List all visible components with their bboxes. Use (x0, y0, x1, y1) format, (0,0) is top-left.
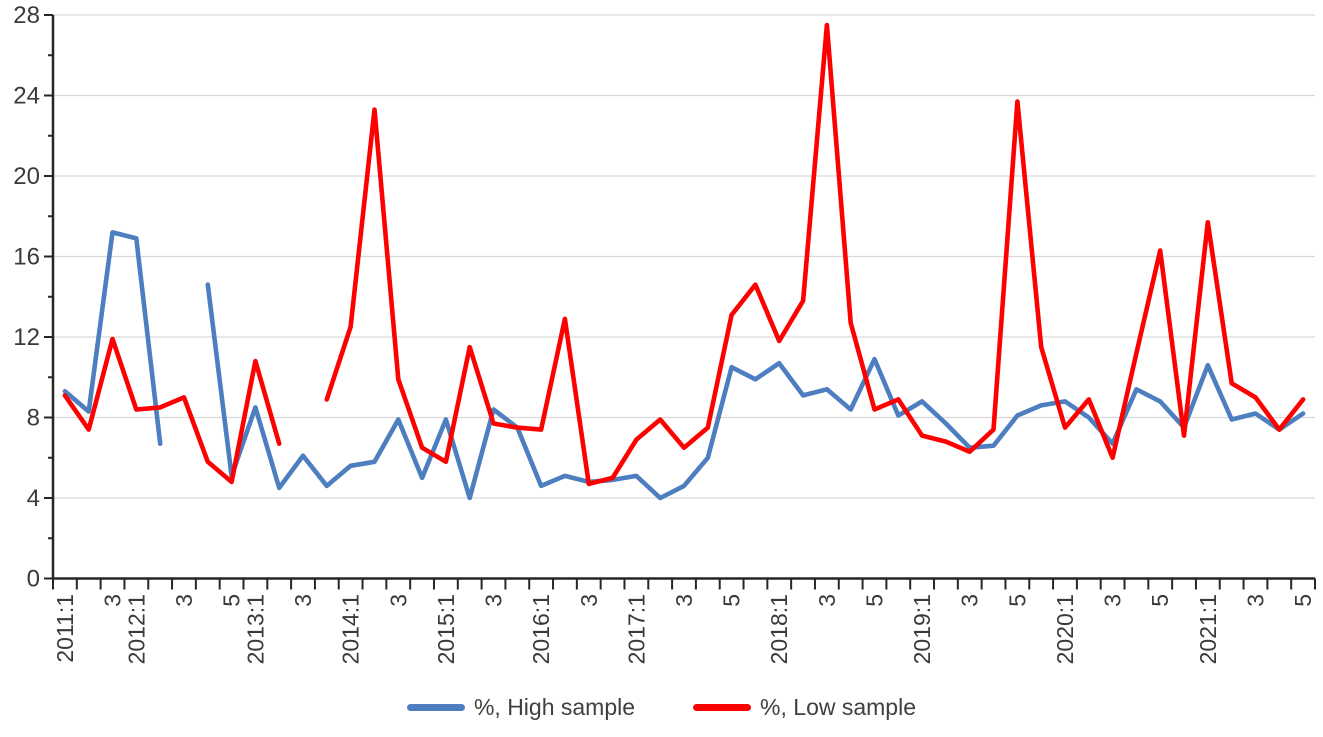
y-tick-label: 0 (27, 566, 40, 593)
x-tick-label: 5 (219, 594, 245, 607)
x-tick-label: 2019:1 (909, 594, 935, 664)
high-sample-line (62, 230, 1306, 501)
high-sample-line-swatch (406, 704, 465, 711)
x-tick-label: 3 (576, 594, 602, 607)
x-tick-label: 2018:1 (766, 594, 792, 664)
legend-item-high-sample: %, High sample (406, 694, 636, 721)
low-sample-line (62, 22, 1306, 487)
x-tick-label: 2021:1 (1195, 594, 1221, 664)
y-tick-label: 20 (13, 163, 40, 190)
x-tick-label: 2014:1 (338, 594, 364, 664)
x-tick-label: 2017:1 (623, 594, 649, 664)
x-tick-label: 3 (100, 594, 126, 607)
y-tick-label: 16 (13, 244, 40, 271)
legend-item-low-sample: %, Low sample (693, 694, 916, 721)
y-tick-label: 8 (27, 405, 40, 432)
chart-legend: %, High sample %, Low sample (0, 694, 1323, 721)
y-tick-label: 24 (13, 83, 40, 110)
x-tick-label: 5 (1004, 594, 1030, 607)
x-tick-label: 3 (171, 594, 197, 607)
legend-label-low-sample: %, Low sample (760, 694, 917, 720)
x-tick-label: 2020:1 (1052, 594, 1078, 664)
legend-label-high-sample: %, High sample (473, 694, 636, 720)
x-tick-label: 3 (481, 594, 507, 607)
x-tick-label: 3 (385, 594, 411, 607)
x-tick-label: 2013:1 (242, 594, 268, 664)
y-tick-label: 28 (13, 2, 40, 29)
y-tick-label: 12 (13, 324, 40, 351)
x-tick-label: 2011:1 (52, 594, 78, 663)
x-tick-label: 3 (290, 594, 316, 607)
x-tick-label: 3 (1100, 594, 1126, 607)
x-tick-label: 5 (1147, 594, 1173, 607)
x-tick-label: 3 (671, 594, 697, 607)
x-tick-label: 5 (719, 594, 745, 607)
y-tick-label: 4 (27, 485, 40, 512)
x-tick-label: 3 (814, 594, 840, 607)
x-tick-label: 2012:1 (123, 594, 149, 664)
low-sample-line-swatch (693, 704, 752, 711)
x-tick-label: 5 (862, 594, 888, 607)
x-tick-label: 2015:1 (433, 594, 459, 664)
x-tick-label: 2016:1 (528, 594, 554, 664)
x-tick-label: 3 (1243, 594, 1269, 607)
x-tick-label: 3 (957, 594, 983, 607)
x-tick-label: 5 (1290, 594, 1316, 607)
